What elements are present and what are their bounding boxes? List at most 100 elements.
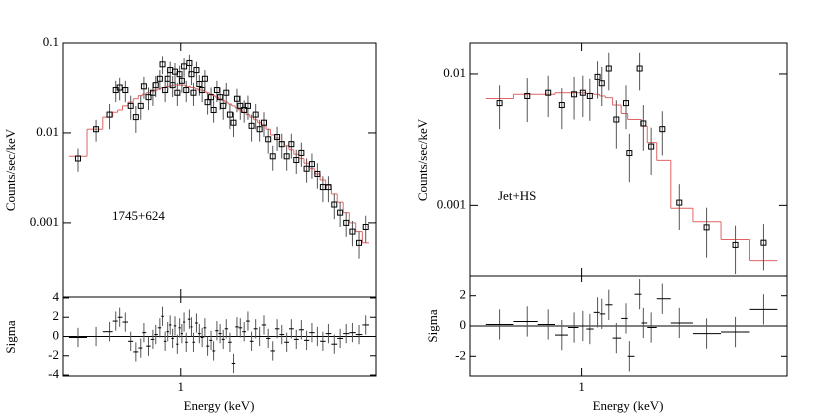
residual-tick-label: -4 bbox=[48, 366, 59, 381]
data-point bbox=[140, 83, 147, 90]
data-point bbox=[252, 111, 259, 118]
data-point bbox=[265, 136, 272, 143]
data-point bbox=[558, 102, 565, 109]
data-point bbox=[174, 89, 181, 96]
residual-tick-label: 0 bbox=[460, 317, 467, 332]
residual-label: Sigma bbox=[3, 320, 18, 353]
data-point bbox=[308, 161, 315, 168]
data-point bbox=[269, 153, 276, 160]
data-point bbox=[237, 102, 244, 109]
data-point bbox=[732, 241, 739, 248]
data-point bbox=[217, 94, 224, 101]
main-frame bbox=[62, 42, 377, 298]
data-point bbox=[210, 106, 217, 113]
data-point bbox=[349, 228, 356, 235]
data-point bbox=[703, 224, 710, 231]
data-point bbox=[74, 155, 81, 162]
data-point bbox=[159, 61, 166, 68]
data-point bbox=[186, 59, 193, 66]
annotation: Jet+HS bbox=[498, 188, 536, 203]
data-point bbox=[648, 143, 655, 150]
residual-label: Sigma bbox=[425, 309, 440, 342]
annotation: 1745+624 bbox=[112, 208, 165, 223]
data-point bbox=[579, 89, 586, 96]
x-tick-label: 1 bbox=[178, 379, 185, 394]
data-point bbox=[220, 102, 227, 109]
data-point bbox=[337, 209, 344, 216]
residual-tick-label: -2 bbox=[455, 347, 466, 362]
data-point bbox=[303, 165, 310, 172]
data-point bbox=[293, 157, 300, 164]
data-point bbox=[145, 94, 152, 101]
main-frame bbox=[469, 42, 788, 277]
data-point bbox=[283, 153, 290, 160]
y-tick-label: 0.1 bbox=[43, 34, 59, 49]
data-point bbox=[760, 239, 767, 246]
data-point bbox=[122, 87, 129, 94]
data-point bbox=[106, 111, 113, 118]
residual-tick-label: 2 bbox=[460, 287, 467, 302]
data-point bbox=[190, 89, 197, 96]
y-axis-label: Counts/sec/keV bbox=[3, 128, 18, 211]
data-point bbox=[260, 119, 267, 126]
data-point bbox=[93, 126, 100, 133]
data-point bbox=[524, 92, 531, 99]
data-point bbox=[640, 120, 647, 127]
y-tick-label: 0.01 bbox=[36, 124, 59, 139]
y-tick-label: 0.001 bbox=[30, 214, 59, 229]
data-point bbox=[598, 80, 605, 87]
data-point bbox=[181, 63, 188, 70]
data-point bbox=[152, 82, 159, 89]
data-point bbox=[298, 149, 305, 156]
residual-tick-label: 0 bbox=[53, 327, 60, 342]
data-point bbox=[288, 141, 295, 148]
data-point bbox=[623, 100, 630, 107]
data-point bbox=[241, 106, 248, 113]
data-point bbox=[178, 77, 185, 84]
data-point bbox=[278, 141, 285, 148]
data-point bbox=[545, 89, 552, 96]
data-point bbox=[496, 100, 503, 107]
data-point bbox=[256, 126, 263, 133]
residual-tick-label: 4 bbox=[53, 289, 60, 304]
data-point bbox=[193, 67, 200, 74]
data-point bbox=[223, 89, 230, 96]
data-point bbox=[659, 126, 666, 133]
x-axis-label: Energy (keV) bbox=[593, 398, 664, 413]
data-point bbox=[586, 92, 593, 99]
data-point bbox=[362, 224, 369, 231]
data-point bbox=[331, 201, 338, 208]
data-point bbox=[156, 75, 163, 82]
data-point bbox=[571, 91, 578, 98]
data-point bbox=[626, 150, 633, 157]
data-point bbox=[116, 84, 123, 91]
residual-tick-label: -2 bbox=[48, 347, 59, 362]
data-point bbox=[213, 87, 220, 94]
data-point bbox=[325, 184, 332, 191]
y-tick-label: 0.01 bbox=[443, 65, 466, 80]
data-point bbox=[605, 65, 612, 72]
data-point bbox=[188, 71, 195, 78]
data-point bbox=[594, 73, 601, 80]
data-point bbox=[132, 114, 139, 121]
data-point bbox=[248, 122, 255, 129]
data-point bbox=[356, 239, 363, 246]
data-point bbox=[676, 199, 683, 206]
data-point bbox=[183, 87, 190, 94]
data-point bbox=[274, 134, 281, 141]
data-point bbox=[127, 102, 134, 109]
x-axis-label: Energy (keV) bbox=[184, 398, 255, 413]
data-point bbox=[201, 75, 208, 82]
data-point bbox=[208, 94, 215, 101]
residual-tick-label: 2 bbox=[53, 308, 60, 323]
data-point bbox=[613, 116, 620, 123]
data-point bbox=[314, 170, 321, 177]
data-point bbox=[233, 95, 240, 102]
y-axis-label: Counts/sec/keV bbox=[415, 118, 430, 201]
x-tick-label: 1 bbox=[578, 379, 585, 394]
data-point bbox=[636, 65, 643, 72]
data-point bbox=[319, 184, 326, 191]
data-point bbox=[230, 119, 237, 126]
